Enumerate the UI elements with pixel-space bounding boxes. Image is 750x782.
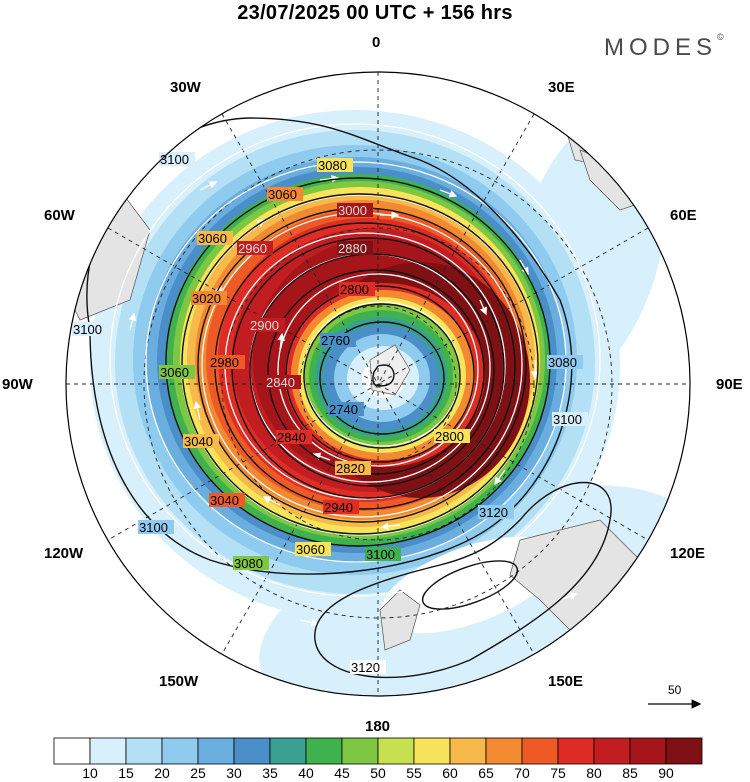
colorbar-tick-label: 80 [586,765,602,781]
colorbar-swatch [125,737,163,765]
colorbar-swatch [269,737,307,765]
contour-label-3020: 3020 [192,291,221,306]
colorbar-tick-label: 15 [118,765,134,781]
colorbar-tick-label: 10 [82,765,98,781]
contour-label-3100: 3100 [160,152,189,167]
colorbar-tick-label: 20 [154,765,170,781]
copyright-mark: © [717,32,724,42]
contour-label-2960: 2960 [238,241,267,256]
lon-label-150e: 150E [548,673,584,690]
contour-label-2840: 2840 [266,375,295,390]
lon-label-90e: 90E [716,376,743,393]
lon-label-30w: 30W [170,79,201,96]
contour-label-3080-east: 3080 [548,355,577,370]
lon-label-180: 180 [365,718,391,735]
colorbar-swatch [665,737,703,765]
colorbar-tick-label: 85 [622,765,638,781]
colorbar-swatch [593,737,631,765]
contour-label-3100-west: 3100 [73,322,102,337]
colorbar-swatch [305,737,343,765]
contour-label-2940: 2940 [324,500,353,515]
brand-text: MODES [604,34,718,61]
colorbar-tick-label: 75 [550,765,566,781]
lon-label-120w: 120W [44,545,84,562]
colorbar-swatch [53,737,91,765]
colorbar-swatch [233,737,271,765]
colorbar-swatch [557,737,595,765]
colorbar [53,737,703,765]
lon-label-30e: 30E [548,79,575,96]
colorbar-tick-labels: 10 15 20 25 30 35 40 45 50 55 60 65 70 75 80 85 90 [0,765,750,782]
contour-label-3120: 3120 [479,505,508,520]
lon-label-150w: 150W [159,673,199,690]
contour-label-2880: 2880 [338,241,367,256]
lon-label-60e: 60E [670,207,697,224]
contour-label-2800-east: 2800 [435,429,464,444]
contour-label-3060-west: 3060 [198,231,227,246]
colorbar-swatch [485,737,523,765]
colorbar-tick-label: 25 [190,765,206,781]
colorbar-tick-label: 40 [298,765,314,781]
contour-label-3000: 3000 [338,203,367,218]
contour-label-3040: 3040 [184,434,213,449]
colorbar-tick-label: 55 [406,765,422,781]
colorbar-tick-label: 70 [514,765,530,781]
contour-label-3060-far-west: 3060 [160,365,189,380]
contour-label-2840-south: 2840 [277,430,306,445]
contour-label-3100-east: 3100 [553,412,582,427]
contour-label-2760: 2760 [321,333,350,348]
graticule [66,72,690,696]
lon-label-0: 0 [372,34,381,51]
contour-labels: 3100 3080 3060 3060 3020 3000 2960 2880 … [72,152,588,675]
colorbar-swatch [197,737,235,765]
colorbar-swatch [161,737,199,765]
contour-label-3100-sw: 3100 [139,520,168,535]
contour-label-2820: 2820 [336,461,365,476]
colorbar-tick-label: 45 [334,765,350,781]
colorbar-swatch [89,737,127,765]
contour-label-3080-south: 3080 [234,556,263,571]
colorbar-swatch [521,737,559,765]
contour-label-2800: 2800 [340,282,369,297]
contour-label-3060-south: 3060 [296,542,325,557]
colorbar-tick-label: 90 [658,765,674,781]
reference-vector-label: 50 [668,683,682,697]
contour-label-3080: 3080 [318,158,347,173]
colorbar-swatch [449,737,487,765]
lon-label-90w: 90W [2,376,33,393]
contour-label-3120-south: 3120 [351,660,380,675]
colorbar-tick-label: 35 [262,765,278,781]
colorbar-tick-label: 30 [226,765,242,781]
contour-label-3100-south: 3100 [366,547,395,562]
lon-label-60w: 60W [44,207,75,224]
contour-label-3040-south: 3040 [210,493,239,508]
contour-label-2980: 2980 [210,355,239,370]
contour-label-2740: 2740 [329,402,358,417]
colorbar-swatch [413,737,451,765]
colorbar-tick-label: 50 [370,765,386,781]
contour-label-3060: 3060 [268,187,297,202]
colorbar-swatch [629,737,667,765]
colorbar-tick-label: 65 [478,765,494,781]
map-title: 23/07/2025 00 UTC + 156 hrs [237,2,513,24]
colorbar-swatch [377,737,415,765]
lon-label-120e: 120E [670,545,706,562]
colorbar-tick-label: 60 [442,765,458,781]
colorbar-swatch [341,737,379,765]
modes-logo: MODES© [604,32,724,62]
contour-label-2900: 2900 [250,318,279,333]
map-border [65,71,691,697]
